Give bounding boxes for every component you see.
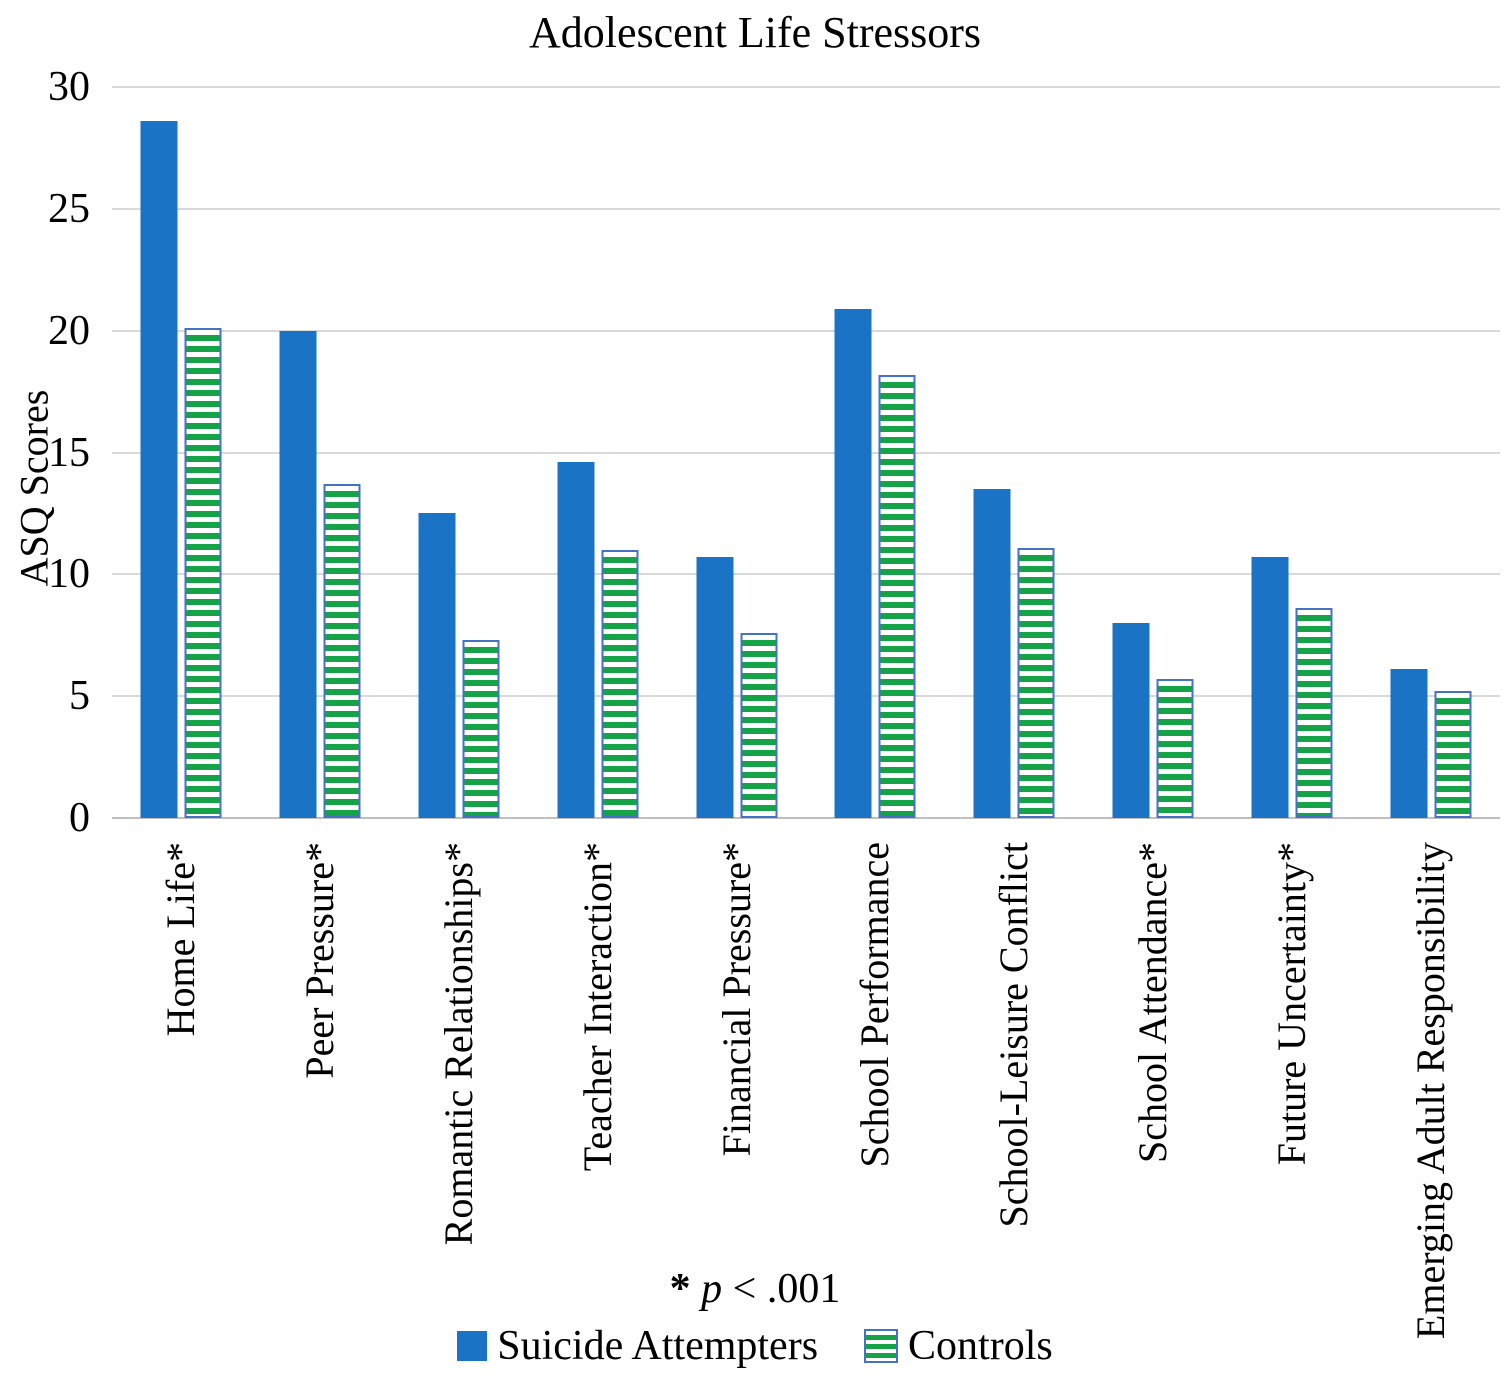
footnote-p-symbol: p xyxy=(701,1266,723,1312)
plot-area xyxy=(112,86,1500,819)
bar-pair xyxy=(1251,557,1333,818)
category-label-3: Romantic Relationships* xyxy=(435,842,481,1246)
category-cell-2: Peer Pressure* xyxy=(251,842,390,1320)
category-label-7: School-Leisure Conflict xyxy=(991,842,1037,1228)
bar-controls-7 xyxy=(1017,548,1055,818)
bar-group-8 xyxy=(1084,87,1223,818)
category-cell-5: Financial Pressure* xyxy=(667,842,806,1320)
bar-controls-3 xyxy=(462,640,500,818)
y-tick-label-15: 15 xyxy=(48,429,90,476)
bar-group-3 xyxy=(390,87,529,818)
legend-label-controls: Controls xyxy=(908,1323,1053,1369)
legend-label-suicide-attempters: Suicide Attempters xyxy=(497,1323,819,1369)
category-cell-3: Romantic Relationships* xyxy=(390,842,529,1320)
bar-suicide-attempters-1 xyxy=(140,121,178,818)
bar-group-10 xyxy=(1361,87,1500,818)
y-tick-label-5: 5 xyxy=(69,673,90,720)
y-tick-label-20: 20 xyxy=(48,307,90,354)
bar-pair xyxy=(418,513,500,818)
bar-suicide-attempters-2 xyxy=(279,331,317,818)
bar-controls-8 xyxy=(1156,679,1194,818)
footnote-star: * xyxy=(669,1266,702,1312)
y-tick-label-0: 0 xyxy=(69,795,90,841)
bar-controls-9 xyxy=(1295,608,1333,818)
category-cell-6: School Performance xyxy=(806,842,945,1320)
y-tick-label-10: 10 xyxy=(48,551,90,598)
bar-group-5 xyxy=(667,87,806,818)
category-label-1: Home Life* xyxy=(158,842,204,1037)
gridline-y25 xyxy=(112,207,1500,210)
significance-footnote: * p < .001 xyxy=(0,1265,1510,1313)
bar-suicide-attempters-8 xyxy=(1112,623,1150,818)
legend-swatch-controls xyxy=(864,1329,899,1363)
bar-suicide-attempters-9 xyxy=(1251,557,1289,818)
bar-controls-10 xyxy=(1434,691,1472,818)
bar-suicide-attempters-5 xyxy=(696,557,734,818)
category-label-6: School Performance xyxy=(852,842,898,1168)
category-label-9: Future Uncertainty* xyxy=(1268,842,1314,1166)
bar-pair xyxy=(1390,669,1472,818)
bar-suicide-attempters-4 xyxy=(557,462,595,818)
legend-swatch-suicide-attempters xyxy=(457,1331,488,1361)
category-cell-7: School-Leisure Conflict xyxy=(945,842,1084,1320)
gridline-y20 xyxy=(112,329,1500,332)
bar-controls-2 xyxy=(323,484,361,818)
bar-group-1 xyxy=(112,87,251,818)
legend-item-controls: Controls xyxy=(864,1322,1053,1370)
y-axis-tick-labels: 0 5 10 15 20 25 30 xyxy=(0,64,96,841)
bar-pair xyxy=(696,557,778,818)
bar-suicide-attempters-10 xyxy=(1390,669,1428,818)
bar-pair xyxy=(834,309,916,818)
chart-title: Adolescent Life Stressors xyxy=(528,8,982,57)
bar-group-7 xyxy=(945,87,1084,818)
bar-pair xyxy=(279,331,361,818)
x-axis-line xyxy=(112,817,1500,819)
category-cell-4: Teacher Interaction* xyxy=(528,842,667,1320)
bar-group-4 xyxy=(528,87,667,818)
category-label-8: School Attendance* xyxy=(1129,842,1175,1164)
legend-item-suicide-attempters: Suicide Attempters xyxy=(457,1322,818,1370)
bar-suicide-attempters-7 xyxy=(973,489,1011,818)
category-label-4: Teacher Interaction* xyxy=(574,842,620,1172)
category-label-5: Financial Pressure* xyxy=(713,842,759,1157)
x-axis-category-labels: Home Life* Peer Pressure* Romantic Relatio… xyxy=(112,842,1500,1339)
bar-controls-6 xyxy=(878,375,916,818)
gridline-y15 xyxy=(112,451,1500,454)
category-cell-1: Home Life* xyxy=(112,842,251,1320)
bar-suicide-attempters-3 xyxy=(418,513,456,818)
category-cell-8: School Attendance* xyxy=(1084,842,1223,1320)
category-label-2: Peer Pressure* xyxy=(297,842,343,1079)
legend: Suicide Attempters Controls xyxy=(0,1322,1510,1370)
bar-pair xyxy=(557,462,639,818)
bar-controls-5 xyxy=(740,633,778,818)
bar-groups xyxy=(112,87,1500,818)
bar-group-2 xyxy=(251,87,390,818)
bar-group-6 xyxy=(806,87,945,818)
bar-group-9 xyxy=(1222,87,1361,818)
bar-controls-1 xyxy=(184,328,222,818)
gridline-y5 xyxy=(112,695,1500,698)
y-tick-label-25: 25 xyxy=(48,185,90,232)
bar-pair xyxy=(973,489,1055,818)
bar-pair xyxy=(1112,623,1194,818)
y-tick-label-30: 30 xyxy=(48,64,90,110)
category-cell-10: Emerging Adult Responsibility xyxy=(1361,842,1500,1339)
gridline-y30 xyxy=(112,86,1500,88)
bar-pair xyxy=(140,121,222,818)
gridline-y10 xyxy=(112,573,1500,576)
bar-controls-4 xyxy=(601,550,639,818)
footnote-threshold: < .001 xyxy=(722,1266,841,1312)
bar-suicide-attempters-6 xyxy=(834,309,872,818)
category-cell-9: Future Uncertainty* xyxy=(1222,842,1361,1320)
